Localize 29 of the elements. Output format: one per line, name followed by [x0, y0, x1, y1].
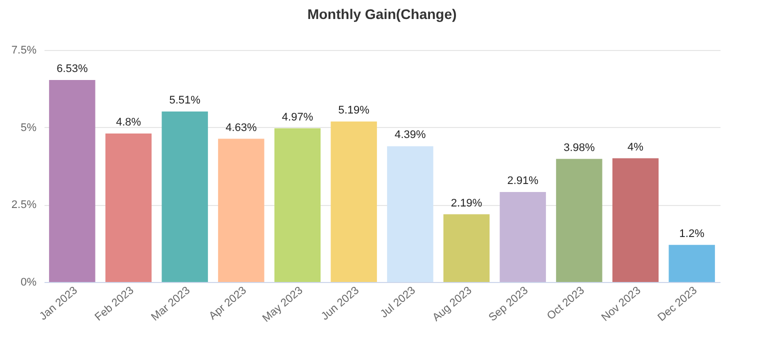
bar: [274, 128, 321, 282]
y-tick-label: 2.5%: [11, 199, 37, 212]
bar: [612, 158, 659, 282]
data-label: 2.91%: [507, 174, 539, 187]
bar: [330, 121, 377, 282]
data-label: 4.97%: [282, 111, 314, 124]
bar: [218, 138, 264, 282]
y-tick-label: 5%: [20, 122, 37, 134]
bar: [668, 244, 715, 282]
bar: [443, 214, 490, 282]
data-label: 4.8%: [116, 116, 142, 129]
data-label: 4.63%: [226, 122, 257, 134]
data-label: 1.2%: [679, 228, 705, 240]
y-tick-label: 7.5%: [11, 44, 37, 56]
data-label: 2.19%: [450, 197, 482, 210]
bar: [105, 134, 152, 282]
data-label: 5.51%: [169, 94, 201, 107]
data-label: 6.53%: [56, 63, 88, 76]
y-tick-label: 0%: [20, 276, 37, 288]
data-label: 3.98%: [564, 142, 595, 154]
data-label: 4.39%: [394, 129, 426, 142]
data-label: 4%: [628, 141, 644, 154]
bar: [49, 80, 96, 282]
bar: [162, 112, 208, 282]
bar: [500, 192, 546, 282]
chart-title: Monthly Gain(Change): [307, 6, 457, 22]
bar: [556, 158, 602, 282]
bar: [387, 146, 434, 282]
data-label: 5.19%: [338, 104, 370, 116]
